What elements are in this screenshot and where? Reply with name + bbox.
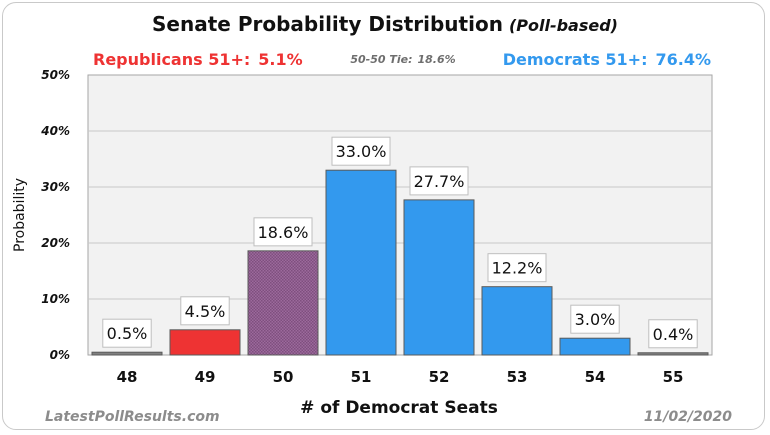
- bar-54: [559, 337, 631, 356]
- data-label-box-51: [331, 136, 391, 166]
- data-label-49: 4.5%: [185, 302, 226, 321]
- x-tick-label-55: 55: [663, 368, 684, 386]
- chart-title-suffix: (Poll-based): [509, 16, 618, 35]
- x-tick-label-51: 51: [351, 368, 372, 386]
- footer-date: 11/02/2020: [644, 409, 732, 425]
- x-tick-label-50: 50: [273, 368, 294, 386]
- data-label-53: 12.2%: [492, 259, 543, 278]
- republicans-value: 5.1%: [258, 50, 302, 69]
- y-axis-ticks: 0% 10% 20% 30% 40% 50%: [40, 68, 70, 362]
- x-axis-label: # of Democrat Seats: [300, 398, 498, 418]
- chart-title: Senate Probability Distribution (Poll-bas…: [152, 12, 618, 36]
- data-label-box-54: [570, 304, 620, 334]
- chart-title-main: Senate Probability Distribution: [152, 12, 503, 36]
- x-tick-label-49: 49: [195, 368, 216, 386]
- tie-value: 18.6%: [417, 53, 455, 66]
- democrats-value: 76.4%: [655, 50, 711, 69]
- data-label-box-52: [409, 166, 469, 196]
- bar-52: [403, 199, 475, 356]
- data-label-51: 33.0%: [336, 142, 387, 161]
- data-label-box-48: [102, 318, 152, 348]
- bar-49: [169, 329, 241, 356]
- bar-50: [247, 250, 319, 356]
- x-tick-label-48: 48: [117, 368, 138, 386]
- data-label-52: 27.7%: [414, 172, 465, 191]
- y-tick-label: 10%: [41, 292, 70, 306]
- data-label-48: 0.5%: [107, 324, 148, 343]
- bar-55: [637, 352, 709, 356]
- data-label-54: 3.0%: [575, 310, 616, 329]
- republicans-label: Republicans 51+:: [93, 50, 250, 69]
- y-tick-label: 40%: [40, 124, 70, 138]
- x-axis-ticks: 48 49 50 51 52 53 54 55: [117, 368, 684, 386]
- y-tick-label: 20%: [41, 236, 70, 250]
- democrats-label: Democrats 51+:: [503, 50, 648, 69]
- data-label-box-55: [648, 319, 698, 349]
- data-label-box-50: [253, 217, 313, 247]
- x-tick-label-52: 52: [429, 368, 450, 386]
- bar-48: [91, 351, 163, 356]
- x-tick-label-53: 53: [507, 368, 528, 386]
- bars: [91, 169, 709, 356]
- footer-website: LatestPollResults.com: [45, 409, 220, 425]
- democrats-summary: Democrats 51+: 76.4%: [503, 50, 711, 69]
- y-tick-label: 50%: [41, 68, 70, 82]
- y-axis-label: Probability: [12, 178, 28, 252]
- x-tick-label-54: 54: [585, 368, 606, 386]
- data-label-box-49: [180, 296, 230, 326]
- data-label-55: 0.4%: [653, 325, 694, 344]
- tie-summary: 50-50 Tie: 18.6%: [350, 53, 455, 66]
- data-labels: 0.5% 4.5% 18.6% 33.0% 27.7% 12.2% 3.0% 0.4%: [102, 136, 698, 349]
- data-label-50: 18.6%: [258, 223, 309, 242]
- tie-label: 50-50 Tie:: [350, 53, 412, 66]
- bar-53: [481, 286, 553, 356]
- bar-51: [325, 169, 397, 356]
- republicans-summary: Republicans 51+: 5.1%: [93, 50, 303, 69]
- y-tick-label: 30%: [41, 180, 70, 194]
- y-tick-label: 0%: [50, 348, 70, 362]
- data-label-box-53: [487, 253, 547, 283]
